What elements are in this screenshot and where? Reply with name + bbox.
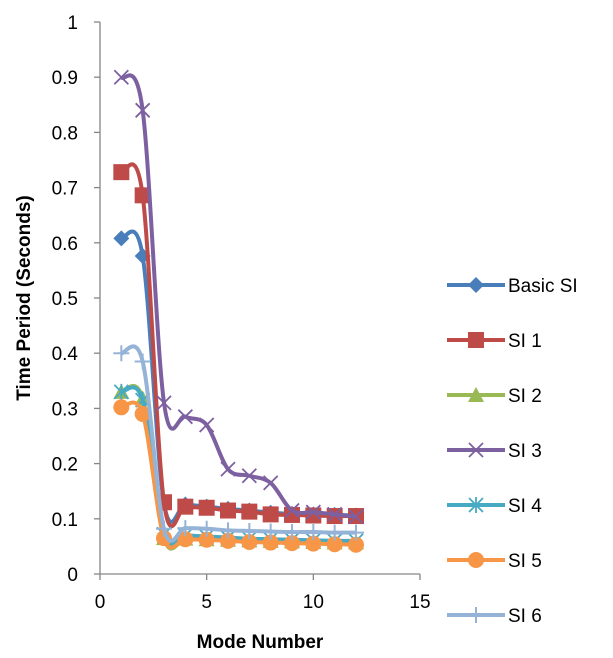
data-point-si-3 [305, 504, 321, 520]
legend-marker-si-3 [468, 442, 484, 458]
legend-item-si-5: SI 5 [447, 551, 542, 572]
series-si-3 [113, 69, 364, 525]
data-point-si-1 [220, 502, 236, 519]
data-point-si-1 [241, 503, 258, 520]
y-tick-label: 0.5 [52, 289, 78, 310]
data-point-si-3 [177, 409, 193, 425]
data-point-si-1 [134, 187, 151, 204]
legend-marker-basic-si [468, 277, 484, 293]
legend-item-basic-si: Basic SI [447, 276, 578, 297]
legend-marker-si-2 [468, 387, 484, 402]
data-point-si-5 [156, 530, 172, 547]
data-point-basic-si [113, 230, 130, 247]
data-point-si-6 [134, 353, 151, 370]
data-point-si-6 [305, 524, 322, 541]
legend-item-si-3: SI 3 [447, 441, 542, 462]
legend-label: SI 5 [508, 551, 542, 572]
y-tick-label: 0 [67, 565, 78, 586]
data-point-si-5 [113, 399, 130, 416]
data-point-si-1 [198, 499, 215, 516]
series-si-5 [113, 399, 364, 553]
data-point-si-3 [156, 395, 172, 411]
data-point-si-3 [284, 502, 300, 519]
y-tick-label: 0.4 [52, 344, 79, 365]
legend: Basic SI SI 1 SI 2 SI 3 SI 4 SI 5 SI 6 [447, 276, 578, 627]
data-point-si-3 [135, 102, 151, 118]
legend-marker-si-4 [468, 497, 484, 513]
data-point-si-6 [113, 345, 130, 362]
data-point-si-5 [220, 532, 236, 549]
data-point-si-1 [305, 507, 322, 524]
data-point-si-1 [262, 506, 279, 523]
data-point-si-5 [134, 405, 151, 422]
data-point-si-5 [241, 533, 258, 550]
data-point-si-5 [305, 535, 322, 552]
x-tick-label: 10 [303, 592, 324, 613]
data-point-si-5 [348, 536, 364, 553]
plot-area [113, 69, 364, 553]
y-tick-label: 1 [67, 13, 78, 34]
legend-label: Basic SI [508, 276, 578, 297]
y-axis-title: Time Period (Seconds) [14, 195, 35, 401]
series-basic-si [113, 229, 364, 524]
legend-item-si-6: SI 6 [447, 606, 542, 627]
data-point-si-5 [326, 536, 343, 553]
legend-label: SI 2 [508, 386, 542, 407]
legend-item-si-1: SI 1 [447, 331, 542, 352]
series-si-6 [113, 344, 364, 543]
data-point-si-5 [177, 531, 194, 548]
data-point-si-6 [241, 522, 258, 539]
data-point-si-6 [348, 524, 364, 541]
x-tick-label: 15 [409, 592, 430, 613]
legend-label: SI 1 [508, 331, 542, 352]
legend-marker-si-6 [468, 607, 484, 623]
data-point-si-1 [113, 164, 130, 181]
y-tick-label: 0.8 [52, 123, 78, 144]
data-point-si-3 [199, 417, 215, 433]
y-tick-label: 0.2 [52, 455, 78, 476]
x-tick-label: 5 [201, 592, 212, 613]
y-tick-label: 0.9 [52, 68, 78, 89]
data-point-si-6 [156, 520, 172, 537]
data-point-si-3 [113, 69, 129, 85]
data-point-si-6 [262, 523, 279, 540]
legend-item-si-2: SI 2 [447, 386, 542, 407]
legend-marker-si-1 [468, 332, 484, 348]
legend-label: SI 3 [508, 441, 542, 462]
data-point-si-3 [348, 508, 364, 525]
data-point-si-6 [326, 524, 343, 541]
data-point-si-5 [198, 531, 215, 548]
x-axis-title: Mode Number [197, 632, 324, 653]
data-point-si-6 [198, 520, 215, 537]
legend-label: SI 6 [508, 606, 542, 627]
data-point-si-6 [220, 522, 236, 539]
y-tick-label: 0.6 [52, 234, 78, 255]
data-point-si-3 [241, 468, 257, 484]
data-point-si-1 [177, 498, 194, 515]
data-point-si-3 [327, 506, 343, 523]
y-tick-label: 0.7 [52, 179, 78, 200]
y-tick-label: 0.3 [52, 399, 78, 420]
legend-item-si-4: SI 4 [447, 496, 542, 517]
data-point-si-6 [177, 520, 194, 537]
axis-ticks: 00.10.20.30.40.50.60.70.80.910 5 10 15 [52, 13, 431, 613]
data-point-si-6 [284, 524, 300, 541]
data-point-si-5 [262, 534, 279, 551]
series-line-si-3 [119, 73, 357, 519]
data-point-si-3 [263, 475, 279, 491]
legend-label: SI 4 [508, 496, 542, 517]
legend-marker-si-5 [468, 552, 484, 568]
y-tick-label: 0.1 [52, 510, 78, 531]
data-point-si-5 [284, 535, 300, 552]
data-point-si-4 [113, 383, 129, 400]
data-point-si-3 [220, 461, 236, 477]
x-tick-label: 0 [95, 592, 106, 613]
